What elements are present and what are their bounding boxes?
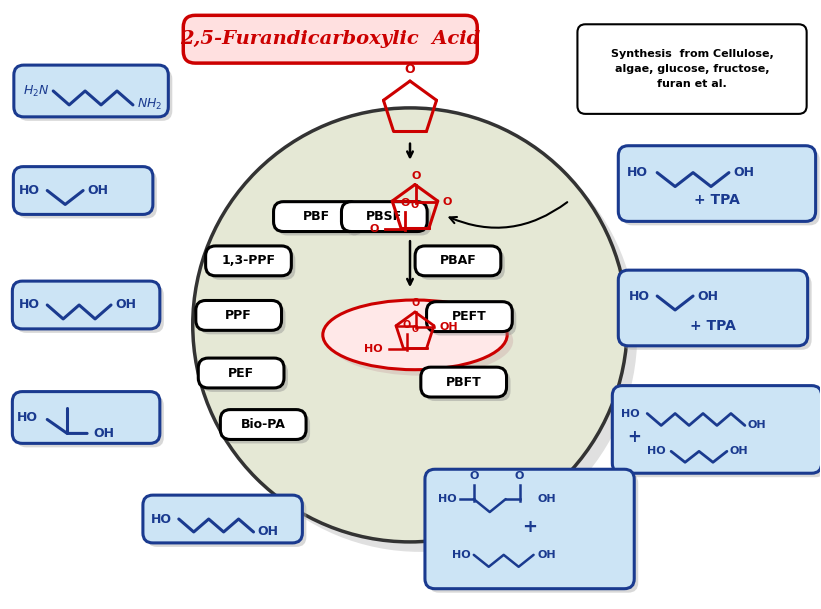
FancyBboxPatch shape [427, 301, 512, 331]
Text: HO: HO [621, 409, 640, 418]
FancyBboxPatch shape [147, 499, 306, 547]
Text: OH: OH [93, 427, 114, 440]
Text: O: O [369, 224, 379, 234]
Text: +: + [522, 518, 537, 536]
Text: PBSF: PBSF [366, 210, 402, 223]
FancyBboxPatch shape [273, 202, 360, 231]
FancyBboxPatch shape [224, 414, 310, 443]
FancyBboxPatch shape [183, 15, 477, 63]
Text: O: O [405, 63, 415, 76]
Text: HO: HO [20, 298, 40, 311]
Ellipse shape [323, 300, 507, 370]
Text: OH: OH [440, 322, 458, 332]
Text: HO: HO [627, 166, 649, 179]
Text: +: + [627, 428, 641, 446]
Ellipse shape [203, 118, 637, 552]
Text: PPF: PPF [225, 309, 252, 322]
FancyBboxPatch shape [612, 385, 821, 473]
Text: HO: HO [647, 446, 666, 456]
Ellipse shape [328, 306, 513, 376]
FancyBboxPatch shape [12, 392, 160, 443]
Text: HO: HO [438, 494, 456, 504]
Text: OH: OH [730, 446, 749, 456]
FancyBboxPatch shape [429, 473, 638, 593]
Ellipse shape [193, 108, 627, 542]
Text: O: O [412, 298, 420, 308]
Text: HO: HO [17, 411, 39, 424]
Text: O: O [411, 171, 421, 181]
FancyBboxPatch shape [425, 470, 635, 589]
Text: PBAF: PBAF [439, 255, 476, 267]
Text: 2,5-Furandicarboxylic  Acid: 2,5-Furandicarboxylic Acid [180, 30, 480, 48]
FancyBboxPatch shape [199, 358, 284, 388]
Text: O: O [515, 471, 525, 481]
FancyBboxPatch shape [209, 250, 296, 280]
Text: HO: HO [629, 289, 650, 303]
Text: HO: HO [452, 550, 470, 560]
Text: HO: HO [20, 184, 40, 197]
FancyBboxPatch shape [16, 396, 164, 448]
FancyBboxPatch shape [18, 69, 172, 121]
Text: OH: OH [697, 289, 718, 303]
FancyBboxPatch shape [205, 246, 291, 276]
FancyBboxPatch shape [617, 390, 821, 477]
FancyBboxPatch shape [342, 202, 427, 231]
Text: 1,3-PPF: 1,3-PPF [222, 255, 276, 267]
FancyBboxPatch shape [277, 206, 363, 236]
Text: O: O [402, 320, 410, 330]
Text: OH: OH [87, 184, 108, 197]
FancyBboxPatch shape [421, 367, 507, 397]
FancyArrowPatch shape [450, 202, 567, 228]
Text: PBF: PBF [303, 210, 330, 223]
Text: HO: HO [151, 513, 172, 526]
Text: O: O [410, 200, 419, 211]
FancyBboxPatch shape [346, 206, 431, 236]
Text: PBFT: PBFT [446, 376, 482, 389]
FancyBboxPatch shape [415, 246, 501, 276]
Text: + TPA: + TPA [690, 319, 736, 333]
Text: O: O [469, 471, 479, 481]
FancyBboxPatch shape [202, 362, 288, 392]
FancyBboxPatch shape [577, 24, 807, 114]
FancyBboxPatch shape [618, 270, 808, 346]
FancyBboxPatch shape [13, 167, 153, 214]
Text: O: O [442, 197, 452, 207]
Text: Synthesis  from Cellulose,
algae, glucose, fructose,
furan et al.: Synthesis from Cellulose, algae, glucose… [611, 49, 773, 89]
FancyBboxPatch shape [430, 306, 516, 336]
Text: OH: OH [748, 420, 767, 431]
Text: OH: OH [733, 166, 754, 179]
Text: PEFT: PEFT [452, 310, 487, 323]
FancyBboxPatch shape [143, 495, 302, 543]
FancyBboxPatch shape [220, 410, 306, 440]
Text: OH: OH [115, 298, 136, 311]
FancyBboxPatch shape [419, 250, 505, 280]
FancyBboxPatch shape [17, 171, 157, 219]
FancyBboxPatch shape [200, 304, 286, 334]
FancyBboxPatch shape [424, 371, 511, 401]
FancyBboxPatch shape [196, 300, 282, 330]
FancyBboxPatch shape [622, 150, 819, 225]
FancyBboxPatch shape [14, 65, 168, 117]
Text: O: O [401, 198, 410, 208]
Text: PEF: PEF [228, 367, 255, 379]
Text: O: O [411, 325, 419, 334]
Text: OH: OH [258, 526, 278, 538]
Text: $H_2N$: $H_2N$ [23, 83, 49, 99]
Text: $NH_2$: $NH_2$ [137, 97, 163, 113]
FancyBboxPatch shape [12, 281, 160, 329]
Text: HO: HO [365, 344, 383, 354]
FancyBboxPatch shape [618, 146, 815, 222]
Text: OH: OH [538, 550, 556, 560]
FancyBboxPatch shape [16, 285, 164, 333]
Text: Bio-PA: Bio-PA [241, 418, 286, 431]
FancyBboxPatch shape [622, 274, 812, 350]
Text: + TPA: + TPA [694, 194, 740, 208]
Text: OH: OH [538, 494, 556, 504]
